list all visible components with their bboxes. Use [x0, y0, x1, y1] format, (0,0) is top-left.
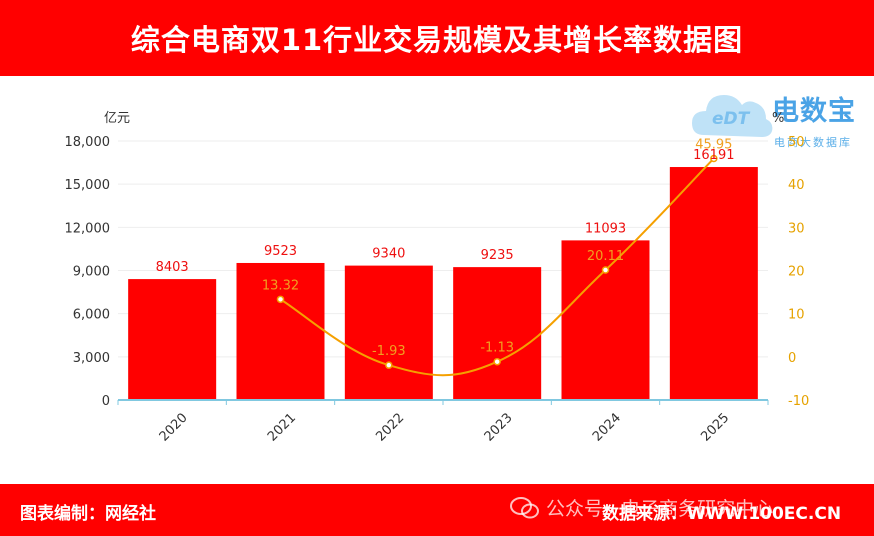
x-tick-label: 2023	[482, 411, 516, 445]
bar	[236, 262, 325, 400]
header-banner: 综合电商双11行业交易规模及其增长率数据图	[0, 0, 874, 76]
y2-tick-label: -10	[788, 394, 809, 409]
bar-value-label: 11093	[585, 221, 626, 236]
bar	[561, 240, 650, 400]
bars	[128, 167, 758, 400]
footer-banner: 图表编制：网经社 公众号 · 电子商务研究中心 数据来源：WWW.100EC.C…	[0, 484, 874, 536]
y-tick-label: 15,000	[65, 178, 111, 193]
growth-point	[493, 357, 501, 366]
y2-tick-label: 10	[788, 308, 805, 323]
y-tick-label: 0	[102, 394, 110, 409]
logo-mark: eDT	[712, 109, 750, 129]
y2-tick-label: 50	[788, 135, 805, 150]
bar-value-label: 9235	[481, 248, 514, 263]
y2-tick-label: 0	[788, 351, 796, 366]
grid-lines	[118, 140, 768, 358]
growth-value-label: 45.95	[695, 137, 732, 152]
footer-source: 数据来源：WWW.100EC.CN	[602, 504, 842, 524]
x-tick-label: 2024	[590, 411, 624, 445]
cloud-icon	[692, 95, 773, 137]
x-tick-label: 2025	[698, 411, 732, 445]
bar	[669, 167, 758, 400]
logo-name: 电数宝	[772, 96, 856, 127]
chart-title: 综合电商双11行业交易规模及其增长率数据图	[130, 23, 744, 57]
growth-line-path	[279, 157, 715, 377]
y-axis-unit: 亿元	[104, 111, 130, 126]
growth-value-label: 20.11	[587, 249, 624, 264]
growth-value-label: -1.93	[372, 344, 406, 359]
y2-tick-label: 40	[788, 178, 805, 193]
bar-value-label: 8403	[156, 260, 189, 275]
y-tick-label: 6,000	[73, 308, 110, 323]
bar	[344, 265, 433, 400]
y2-tick-label: 20	[788, 265, 805, 280]
wechat-icon	[510, 496, 539, 518]
y-tick-label: 18,000	[65, 135, 111, 150]
y-tick-label: 12,000	[65, 221, 111, 236]
bar-value-label: 16191	[693, 148, 734, 163]
data-labels: 8403 9523 9340 9235 11093 16191 13.32 -1.93 -1.1…	[156, 137, 735, 359]
watermark: 公众号 · 电子商务研究中心	[510, 494, 773, 521]
chart-area: 8403 9523 9340 9235 11093 16191 13.32 -1.93 -1.1…	[65, 111, 810, 445]
growth-value-label: -1.13	[480, 341, 514, 356]
y2-axis-unit: %	[772, 111, 784, 126]
logo-subtitle: 电商大数据库	[774, 136, 852, 149]
footer-credit: 图表编制：网经社	[20, 504, 156, 524]
growth-point	[710, 154, 718, 163]
growth-point	[276, 295, 285, 304]
y2-tick-label: 30	[788, 221, 805, 236]
bar	[453, 267, 542, 400]
bar	[128, 279, 217, 400]
x-tick-label: 2021	[265, 411, 299, 445]
growth-point	[601, 266, 610, 274]
growth-value-label: 13.32	[262, 278, 299, 293]
x-tick-label: 2020	[157, 411, 191, 445]
y-tick-label: 3,000	[73, 351, 110, 366]
growth-line	[276, 154, 718, 377]
y-tick-label: 9,000	[73, 265, 110, 280]
x-tick-label: 2022	[373, 411, 407, 445]
bar-value-label: 9523	[264, 244, 297, 259]
brand-logo: eDT 电数宝 电商大数据库	[690, 83, 870, 153]
growth-point	[385, 361, 393, 369]
watermark-text: 公众号 · 电子商务研究中心	[546, 498, 774, 520]
bar-value-label: 9340	[372, 247, 405, 262]
